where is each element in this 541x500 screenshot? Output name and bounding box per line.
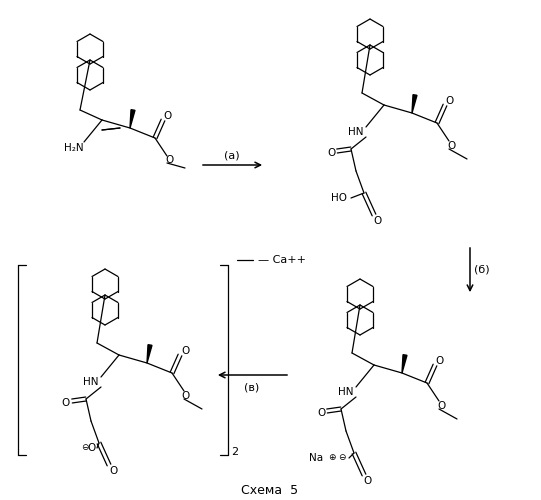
Polygon shape	[130, 110, 135, 128]
Polygon shape	[402, 354, 407, 373]
Text: O: O	[364, 476, 372, 486]
Text: (в): (в)	[245, 383, 260, 393]
Text: O: O	[165, 155, 173, 165]
Text: O: O	[164, 111, 172, 121]
Text: Схема  5: Схема 5	[241, 484, 299, 496]
Text: O: O	[446, 96, 454, 106]
Text: O: O	[181, 346, 189, 356]
Text: HN: HN	[338, 387, 354, 397]
Text: HO: HO	[331, 193, 347, 203]
Text: O: O	[374, 216, 382, 226]
Text: O: O	[436, 356, 444, 366]
Text: ⊕: ⊕	[328, 454, 336, 462]
Text: HN: HN	[348, 127, 364, 137]
Text: — Ca++: — Ca++	[258, 255, 306, 265]
Text: ⊖: ⊖	[338, 454, 346, 462]
Text: (а): (а)	[224, 150, 240, 160]
Text: (б): (б)	[474, 265, 490, 275]
Text: HN: HN	[83, 377, 99, 387]
Text: O: O	[447, 141, 455, 151]
Text: O: O	[182, 391, 190, 401]
Text: ⊖: ⊖	[81, 444, 89, 452]
Text: H₂N: H₂N	[64, 143, 84, 153]
Text: O: O	[317, 408, 325, 418]
Polygon shape	[412, 94, 417, 113]
Text: O: O	[437, 401, 445, 411]
Text: O: O	[327, 148, 335, 158]
Text: 2: 2	[232, 447, 239, 457]
Polygon shape	[147, 344, 152, 363]
Text: O: O	[62, 398, 70, 408]
Text: Na: Na	[309, 453, 323, 463]
Text: O: O	[109, 466, 117, 476]
Text: O: O	[88, 443, 96, 453]
